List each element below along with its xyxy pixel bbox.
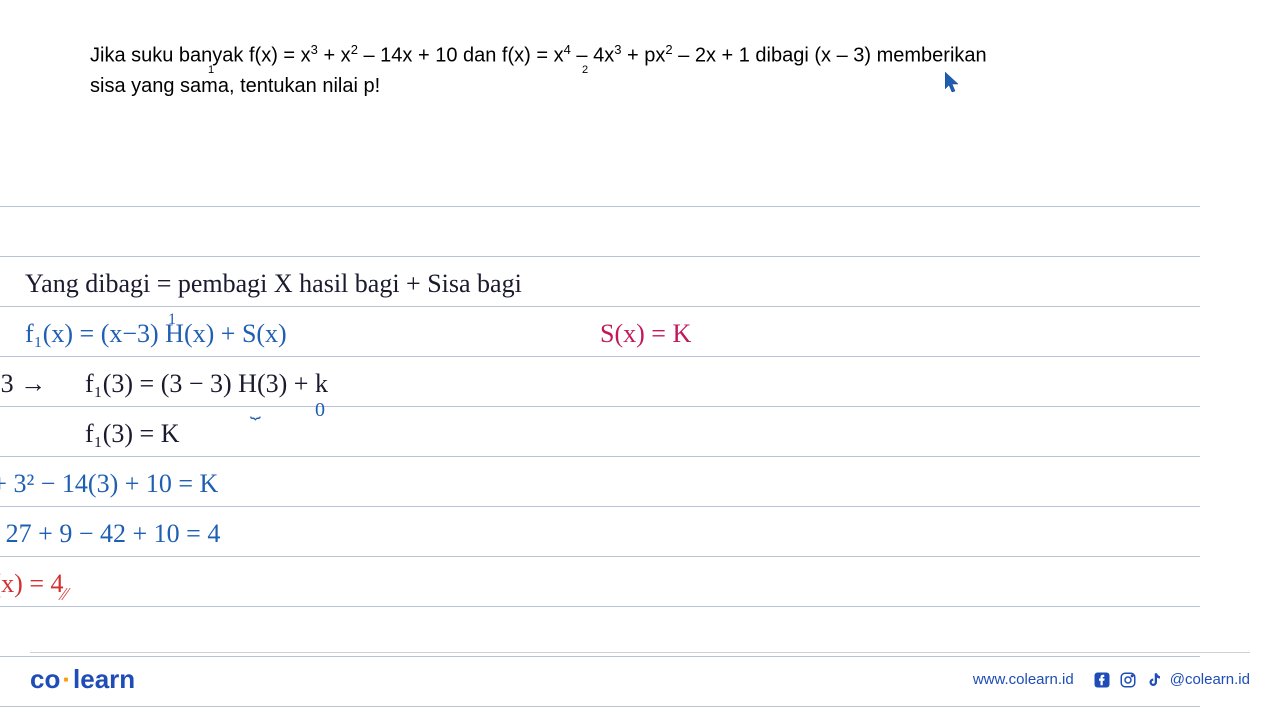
instagram-icon: [1118, 670, 1138, 690]
brand-logo: co·learn: [30, 664, 135, 695]
problem-l1-p3: – 14x + 10 dan f(x) = x: [358, 45, 564, 67]
footer-bar: co·learn www.colearn.id @colearn.id: [0, 664, 1280, 695]
hw-zero: 0: [315, 399, 325, 422]
tiktok-icon: [1144, 670, 1164, 690]
social-handle: @colearn.id: [1170, 671, 1250, 688]
hw-line-5: 3³ + 3² − 14(3) + 10 = K: [0, 469, 218, 499]
hw-line-2: f₁(x) = (x−3) H(x) + S(x) 1: [25, 319, 287, 349]
footer-divider: [30, 652, 1250, 653]
logo-co: co: [30, 664, 60, 694]
problem-l1-p1: Jika suku banyak f(x) = x: [90, 45, 311, 67]
mouse-cursor: [945, 72, 963, 96]
sub-f1: 1: [208, 62, 214, 79]
hw-brace: ⏟: [250, 399, 261, 420]
problem-l1-p2: + x: [318, 45, 351, 67]
footer-right: www.colearn.id @colearn.id: [973, 670, 1250, 690]
exp1: 3: [311, 42, 318, 57]
hw-line-3-right: f₁(3) = (3 − 3) H(3) + k: [85, 369, 328, 399]
hw-line-7: ∴ S(x) = 4⁄⁄: [0, 569, 70, 599]
exp2: 2: [351, 42, 358, 57]
hw-line-2-right: S(x) = K: [600, 319, 691, 349]
hw-line-3-left: x = 3 →: [0, 369, 46, 399]
problem-l2: sisa yang sama, tentukan nilai p!: [90, 75, 380, 97]
problem-l1-p6: – 2x + 1 dibagi (x – 3) memberikan: [673, 45, 987, 67]
facebook-icon: [1092, 670, 1112, 690]
website-url: www.colearn.id: [973, 671, 1074, 688]
hw-line-6: k = 27 + 9 − 42 + 10 = 4: [0, 519, 220, 549]
social-links: @colearn.id: [1092, 670, 1250, 690]
problem-l1-p4: – 4x: [571, 45, 614, 67]
logo-dot: ·: [62, 664, 71, 694]
exp5: 2: [665, 42, 672, 57]
hw-l2-exp: 1: [168, 311, 176, 329]
problem-statement: Jika suku banyak f(x) = x3 + x2 – 14x + …: [90, 40, 1190, 101]
problem-l1-p5: + px: [621, 45, 665, 67]
logo-learn: learn: [73, 664, 135, 694]
hw-line-4: f₁(3) = K: [85, 419, 179, 449]
hw-line-1: Yang dibagi = pembagi X hasil bagi + Sis…: [25, 269, 522, 299]
sub-f2: 2: [582, 62, 588, 79]
exp3: 4: [564, 42, 571, 57]
